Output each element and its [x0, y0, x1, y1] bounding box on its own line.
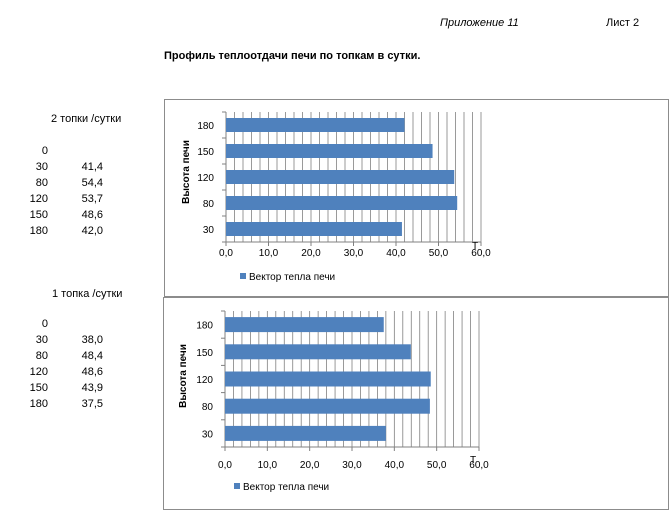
category-label: 180: [197, 121, 214, 132]
table-height-cell: 150: [29, 209, 48, 221]
bar: [226, 222, 402, 236]
bar: [226, 196, 458, 210]
table-value-cell: 53,7: [81, 193, 103, 205]
legend-label: Вектор тепла печи: [243, 482, 329, 493]
bar: [225, 317, 384, 333]
bar: [225, 371, 431, 387]
table-value-cell: 48,4: [81, 350, 103, 362]
x-tick-label: 0,0: [218, 460, 232, 471]
x-tick-label: 10,0: [259, 248, 279, 259]
table-height-cell: 120: [29, 366, 48, 378]
sheet-label: Лист 2: [606, 17, 640, 29]
x-tick-label: 30,0: [342, 460, 362, 471]
bar: [225, 398, 430, 414]
table-value-cell: 48,6: [81, 209, 103, 221]
table-height-cell: 30: [35, 334, 48, 346]
x-tick-label: 30,0: [344, 248, 364, 259]
table-height-cell: 80: [35, 177, 48, 189]
legend-swatch: [240, 273, 246, 279]
bar-chart-2: 30 80 120 150 180 0,0 10,0 20,0 30,0 40,0 50,0 60,0…: [181, 111, 491, 283]
x-tick-label: 40,0: [385, 460, 405, 471]
bar: [225, 344, 411, 360]
table-height-cell: 0: [41, 318, 48, 330]
category-label: 150: [197, 147, 214, 158]
table-value-cell: 37,5: [81, 398, 103, 410]
bar: [226, 118, 405, 132]
table-title-1: 1 топка /сутки: [52, 288, 123, 300]
table-height-cell: 150: [29, 382, 48, 394]
category-label: 30: [202, 429, 214, 440]
appendix-label: Приложение 11: [440, 17, 519, 29]
table-height-cell: 180: [29, 225, 48, 237]
x-axis-label: Т: [472, 241, 478, 252]
category-label: 80: [202, 402, 214, 413]
page-title: Профиль теплоотдачи печи по топкам в сут…: [164, 50, 421, 62]
x-tick-label: 10,0: [258, 460, 278, 471]
table-value-cell: 38,0: [81, 334, 103, 346]
x-tick-label: 0,0: [219, 248, 233, 259]
table-value-cell: 41,4: [81, 161, 103, 173]
legend-label: Вектор тепла печи: [249, 272, 335, 283]
category-label: 30: [203, 225, 215, 236]
x-axis-label: Т: [470, 455, 476, 466]
legend-swatch: [234, 483, 240, 489]
category-label: 150: [196, 348, 213, 359]
category-label: 120: [196, 375, 213, 386]
x-tick-label: 20,0: [300, 460, 320, 471]
category-label: 80: [203, 199, 215, 210]
table-value-cell: 43,9: [81, 382, 103, 394]
table-value-cell: 42,0: [81, 225, 103, 237]
table-title-2: 2 топки /сутки: [51, 113, 122, 125]
x-tick-label: 60,0: [469, 460, 489, 471]
x-tick-label: 60,0: [471, 248, 491, 259]
bar-chart-1: 30 80 120 150 180 0,0 10,0 20,0 30,0 40,0 50,0 60,0…: [178, 310, 489, 493]
chart-container-2: 30 80 120 150 180 0,0 10,0 20,0 30,0 40,0 50,0 60,0…: [164, 99, 669, 297]
table-height-cell: 120: [29, 193, 48, 205]
x-tick-label: 50,0: [429, 248, 449, 259]
bar: [226, 144, 433, 158]
y-axis-label: Высота печи: [178, 344, 189, 408]
table-height-cell: 30: [35, 161, 48, 173]
table-value-cell: 54,4: [81, 177, 103, 189]
chart-container-1: 30 80 120 150 180 0,0 10,0 20,0 30,0 40,0 50,0 60,0…: [163, 297, 669, 510]
table-value-cell: 48,6: [81, 366, 103, 378]
category-label: 120: [197, 173, 214, 184]
bar: [225, 425, 386, 441]
category-label: 180: [196, 321, 213, 332]
bar: [226, 170, 455, 184]
y-axis-label: Высота печи: [181, 140, 192, 204]
x-tick-label: 50,0: [427, 460, 447, 471]
table-height-cell: 80: [35, 350, 48, 362]
table-height-cell: 0: [41, 145, 48, 157]
table-height-cell: 180: [29, 398, 48, 410]
x-tick-label: 40,0: [386, 248, 406, 259]
x-tick-label: 20,0: [301, 248, 321, 259]
